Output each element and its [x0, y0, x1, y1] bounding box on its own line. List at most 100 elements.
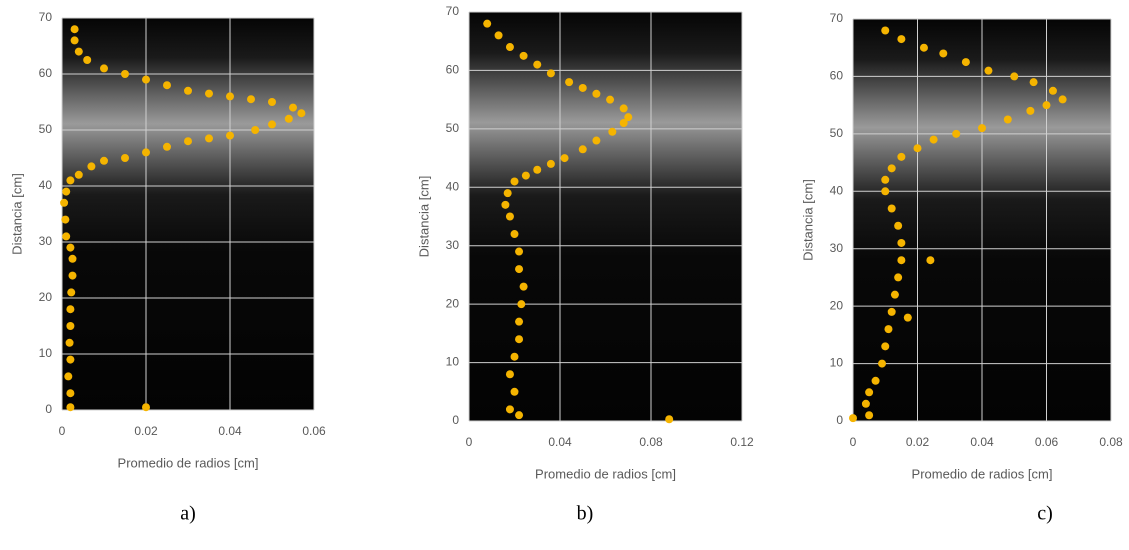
point [503, 189, 512, 198]
y-tick-label: 10 [830, 356, 844, 370]
point [163, 142, 171, 151]
point [67, 288, 76, 297]
point [926, 256, 935, 265]
y-tick-label: 40 [830, 183, 844, 197]
point [163, 81, 171, 90]
y-tick-label: 70 [830, 11, 844, 25]
point [87, 162, 96, 171]
point [83, 56, 92, 64]
point [533, 165, 542, 174]
point [501, 200, 510, 209]
point [897, 238, 906, 247]
point [890, 290, 899, 299]
point [878, 359, 887, 368]
y-tick-label: 10 [39, 346, 53, 360]
point [74, 47, 83, 56]
point [100, 64, 108, 73]
point [65, 338, 74, 347]
point [865, 388, 874, 397]
x-tick-label: 0.08 [1099, 435, 1123, 449]
point [546, 69, 555, 78]
y-tick-label: 70 [39, 10, 53, 24]
point [619, 119, 628, 128]
point [881, 187, 890, 196]
point [289, 103, 297, 112]
point [60, 198, 69, 207]
point [268, 98, 276, 106]
y-tick-label: 70 [446, 4, 460, 18]
point [483, 19, 492, 28]
point [205, 89, 213, 98]
point [1010, 72, 1019, 81]
point [887, 204, 896, 213]
point [978, 124, 986, 133]
x-tick-label: 0 [850, 435, 857, 449]
x-axis-title: Promedio de radios [cm] [535, 466, 676, 481]
point [1048, 86, 1057, 95]
y-tick-label: 20 [446, 296, 460, 310]
x-tick-label: 0.06 [302, 424, 326, 438]
caption: c) [1037, 503, 1053, 525]
point [897, 35, 906, 44]
point [887, 164, 896, 173]
point [897, 152, 906, 161]
point [565, 78, 574, 87]
point [903, 313, 912, 322]
x-tick-label: 0 [59, 424, 66, 438]
point [619, 104, 628, 113]
point [1029, 78, 1038, 87]
y-tick-label: 60 [39, 66, 53, 80]
point [66, 305, 75, 314]
caption: a) [180, 503, 196, 525]
point [64, 372, 73, 381]
point [268, 120, 276, 129]
point [515, 247, 524, 256]
point [515, 335, 524, 344]
point [66, 176, 75, 185]
point [546, 159, 555, 168]
point [494, 31, 503, 40]
x-tick-label: 0.02 [134, 424, 158, 438]
y-tick-label: 50 [830, 126, 844, 140]
point [894, 221, 903, 230]
point [913, 144, 922, 153]
point [510, 177, 519, 186]
point [952, 129, 961, 138]
point [68, 271, 77, 280]
point [560, 154, 569, 163]
y-tick-label: 10 [446, 355, 460, 369]
point [226, 92, 234, 101]
y-axis-title: Distancia [cm] [416, 176, 431, 258]
point [519, 51, 528, 60]
y-tick-label: 20 [39, 290, 53, 304]
point [624, 113, 633, 122]
point [184, 86, 192, 95]
point [515, 265, 524, 274]
point [608, 127, 617, 136]
x-tick-label: 0.02 [906, 435, 930, 449]
point [961, 58, 970, 67]
point [284, 114, 293, 123]
x-tick-label: 0 [466, 435, 473, 449]
point [142, 403, 150, 412]
y-tick-label: 40 [39, 178, 53, 192]
point [578, 83, 587, 92]
point [665, 415, 674, 424]
point [184, 137, 192, 146]
point [74, 170, 83, 179]
point [205, 134, 213, 143]
y-tick-label: 0 [45, 402, 52, 416]
point [510, 230, 519, 239]
y-tick-label: 40 [446, 179, 460, 193]
point [1058, 95, 1067, 104]
point [849, 414, 857, 423]
point [861, 399, 870, 408]
point [1003, 115, 1012, 124]
point [578, 145, 587, 154]
y-tick-label: 60 [446, 63, 460, 77]
point [865, 411, 874, 420]
point [1042, 101, 1051, 110]
point [505, 212, 514, 221]
point [515, 411, 524, 420]
y-tick-label: 30 [446, 238, 460, 252]
